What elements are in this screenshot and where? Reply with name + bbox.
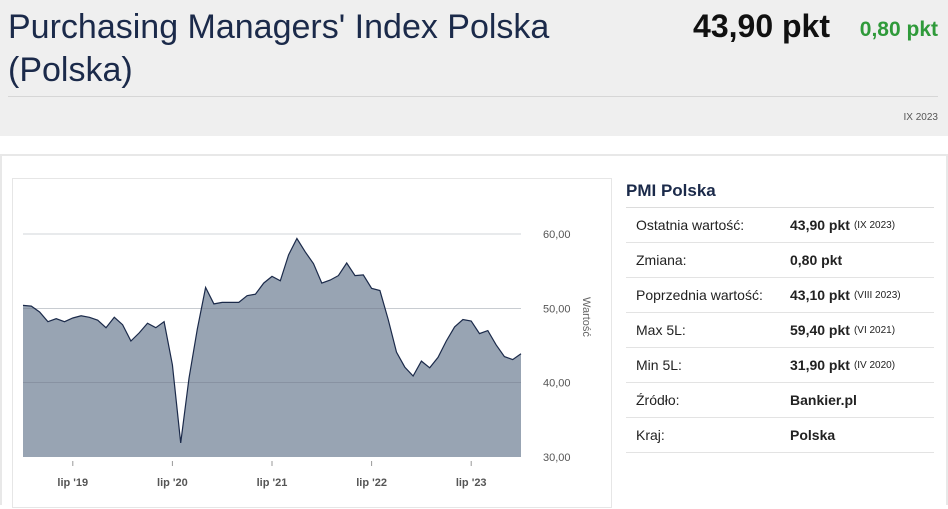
pmi-chart[interactable]: 30,00 40,00 50,00 60,00 Wartość lip '19 lip '2…	[13, 179, 613, 509]
info-row-date: (VI 2021)	[853, 324, 896, 336]
info-row: Poprzednia wartość: 43,10 pkt (VIII 2023)	[626, 278, 934, 313]
y-tick-label: 30,00	[543, 452, 571, 464]
header: Purchasing Managers' Index Polska (Polsk…	[0, 0, 948, 136]
content-panel	[0, 154, 948, 505]
info-row-date: (IV 2020)	[853, 359, 896, 371]
info-row: Min 5L: 31,90 pkt (IV 2020)	[626, 348, 934, 383]
info-row-date: (IX 2023)	[853, 219, 896, 231]
info-row-value: 59,40 pkt	[790, 322, 850, 338]
series-line	[22, 237, 522, 443]
info-title: PMI Polska	[626, 178, 934, 208]
info-row-value: Polska	[790, 427, 836, 443]
y-axis-label: Wartość	[580, 297, 592, 337]
current-value: 43,90 pkt	[693, 8, 830, 44]
info-row-value: 43,90 pkt	[790, 217, 850, 233]
x-tick-label: lip '20	[157, 477, 188, 489]
info-row-label: Ostatnia wartość:	[636, 217, 745, 233]
x-tick-label: lip '23	[456, 477, 487, 489]
y-tick-label: 50,00	[543, 303, 571, 315]
info-row-label: Poprzednia wartość:	[636, 287, 763, 303]
divider	[8, 96, 938, 97]
change-value: 0,80 pkt	[859, 18, 938, 41]
info-row-value: Bankier.pl	[790, 392, 857, 408]
info-row-label: Max 5L:	[636, 322, 686, 338]
info-row-label: Min 5L:	[636, 357, 682, 373]
info-row-label: Zmiana:	[636, 252, 687, 268]
info-panel: PMI Polska Ostatnia wartość: 43,90 pkt (IX…	[626, 178, 934, 453]
info-row-label: Źródło:	[636, 392, 680, 408]
info-row: Ostatnia wartość: 43,90 pkt (IX 2023)	[626, 208, 934, 243]
info-row: Kraj: Polska	[626, 418, 934, 453]
chart-container[interactable]: 30,00 40,00 50,00 60,00 Wartość lip '19 lip '2…	[12, 178, 612, 508]
x-tick-label: lip '21	[257, 477, 288, 489]
y-tick-label: 40,00	[543, 378, 571, 390]
info-row: Zmiana: 0,80 pkt	[626, 243, 934, 278]
y-tick-label: 60,00	[543, 229, 571, 241]
info-row: Źródło: Bankier.pl	[626, 383, 934, 418]
info-row-value: 0,80 pkt	[790, 252, 843, 268]
info-row: Max 5L: 59,40 pkt (VI 2021)	[626, 313, 934, 348]
x-tick-label: lip '22	[356, 477, 387, 489]
period-label: IX 2023	[903, 112, 938, 123]
info-row-value: 43,10 pkt	[790, 287, 850, 303]
info-row-label: Kraj:	[636, 427, 665, 443]
page-title: Purchasing Managers' Index Polska (Polsk…	[8, 8, 550, 89]
area-fill	[23, 238, 521, 457]
x-tick-label: lip '19	[57, 477, 88, 489]
info-row-date: (VIII 2023)	[853, 289, 901, 301]
info-row-value: 31,90 pkt	[790, 357, 850, 373]
